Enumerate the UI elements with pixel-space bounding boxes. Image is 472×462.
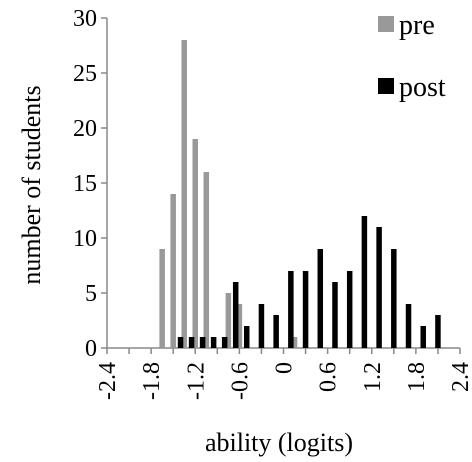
bar-pre — [236, 304, 243, 348]
x-tick-label: -1.8 — [139, 362, 165, 400]
bar-post — [210, 337, 217, 348]
bar-pre — [203, 172, 210, 348]
y-tick-label: 5 — [85, 281, 97, 307]
bar-pre — [192, 139, 198, 348]
bar-pre — [181, 40, 187, 348]
x-tick-label: 0.6 — [316, 362, 342, 392]
legend-swatch-pre — [378, 16, 394, 32]
bar-pre — [170, 194, 176, 348]
y-tick-label: 10 — [73, 226, 97, 252]
legend-label-post: post — [399, 72, 446, 103]
x-axis: -2.4 -1.8 -1.2 -0.6 0 0.6 1.2 1.8 2.4 — [95, 347, 472, 400]
x-axis-title: ability (logits) — [205, 428, 353, 457]
y-tick-label: 20 — [73, 116, 97, 142]
x-tick-label: 0 — [272, 362, 298, 374]
bar-post — [302, 271, 309, 348]
series-pre-bars — [159, 40, 298, 348]
x-tick-label: 1.2 — [360, 362, 386, 392]
bar-post — [361, 216, 368, 348]
bar-post — [221, 337, 228, 348]
bar-post — [317, 249, 324, 348]
bar-post — [405, 304, 412, 348]
series-post-bars — [177, 216, 441, 348]
x-tick-label: -0.6 — [227, 362, 253, 400]
y-tick-label: 25 — [73, 61, 97, 87]
y-tick-label: 15 — [73, 171, 97, 197]
bar-post — [420, 326, 426, 348]
y-axis: 0 5 10 15 20 25 30 — [73, 6, 108, 362]
x-tick-label: -2.4 — [95, 362, 121, 400]
bar-post — [188, 337, 195, 348]
legend-swatch-post — [378, 78, 394, 94]
bar-post — [435, 315, 441, 348]
bar-pre — [291, 337, 298, 348]
y-tick-label: 0 — [85, 336, 97, 362]
bar-post — [273, 315, 279, 348]
bar-post — [177, 337, 184, 348]
bar-post — [199, 337, 206, 348]
y-tick-label: 30 — [73, 6, 97, 32]
bar-pre — [225, 293, 232, 348]
bar-post — [243, 326, 250, 348]
bar-post — [346, 271, 353, 348]
bar-post — [376, 227, 382, 348]
y-axis-title: number of students — [17, 85, 46, 284]
x-tick-label: 2.4 — [448, 362, 472, 392]
x-tick-label: -1.2 — [183, 362, 209, 400]
bar-post — [332, 282, 338, 348]
bar-pre — [159, 249, 165, 348]
bar-post — [232, 282, 239, 348]
legend-label-pre: pre — [399, 10, 435, 41]
legend: pre post — [378, 10, 446, 103]
x-tick-label: 1.8 — [404, 362, 430, 392]
bar-post — [288, 271, 294, 348]
bar-post — [258, 304, 265, 348]
bar-post — [391, 249, 397, 348]
